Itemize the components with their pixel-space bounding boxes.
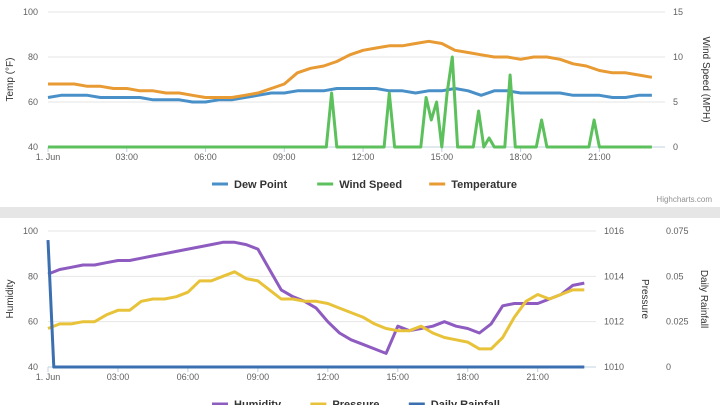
right-axis-title: Wind Speed (MPH) (700, 36, 711, 122)
right-axis-2-title: Daily Rainfall (698, 270, 709, 328)
x-axis-tick-label: 06:00 (194, 152, 217, 162)
x-axis-tick-label: 21:00 (588, 152, 611, 162)
right-axis-tick-label: 1012 (604, 317, 624, 327)
left-axis-title: Humidity (5, 280, 16, 319)
left-axis-tick-label: 40 (28, 142, 38, 152)
series-line-dew-point (47, 87, 652, 104)
x-axis-tick-label: 1. Jun (36, 372, 61, 382)
right-axis-tick-label: 1010 (604, 362, 624, 372)
x-axis-tick-label: 1. Jun (36, 152, 61, 162)
right-axis-2-tick-label: 0.05 (666, 271, 684, 281)
left-axis-title: Temp (°F) (5, 58, 16, 102)
left-axis-tick-label: 60 (28, 317, 38, 327)
x-axis-tick-label: 18:00 (509, 152, 532, 162)
right-axis-tick-label: 1014 (604, 271, 624, 281)
right-axis-tick-label: 15 (673, 7, 683, 17)
right-axis-2-tick-label: 0.025 (666, 317, 689, 327)
x-axis-tick-label: 21:00 (526, 372, 549, 382)
chart-bottom-svg: 40 60 80 100 1010 1012 1014 1016 0 0.025 0.05 0.075… (5, 226, 709, 410)
left-axis-tick-label: 80 (28, 52, 38, 62)
x-axis-tick-label: 15:00 (387, 372, 410, 382)
left-axis-tick-label: 60 (28, 97, 38, 107)
chart-divider (0, 207, 720, 218)
chart-weather-temperature: 40 60 80 100 0 5 10 15 1. Jun 03:00 06:00 09:00 12:0… (5, 7, 713, 204)
right-axis-tick-label: 5 (673, 97, 678, 107)
x-axis-tick-label: 09:00 (247, 372, 270, 382)
right-axis-title: Pressure (639, 279, 650, 319)
left-axis-tick-label: 80 (28, 271, 38, 281)
right-axis-tick-label: 0 (673, 142, 678, 152)
right-axis-tick-label: 10 (673, 52, 683, 62)
x-axis-tick-label: 18:00 (456, 372, 479, 382)
left-axis-tick-label: 40 (28, 362, 38, 372)
x-axis-tick-label: 09:00 (273, 152, 296, 162)
chart-weather-humidity: 40 60 80 100 1010 1012 1014 1016 0 0.025 0.05 0.075… (0, 218, 720, 410)
x-axis-tick-label: 03:00 (116, 152, 139, 162)
series-line-daily-rainfall (46, 240, 585, 369)
x-axis-tick-label: 06:00 (177, 372, 200, 382)
x-axis-tick-label: 12:00 (317, 372, 340, 382)
right-axis-2-tick-label: 0 (666, 362, 671, 372)
legend-label-temperature: Temperature (451, 179, 517, 191)
left-axis-tick-label: 100 (23, 226, 38, 236)
x-axis-tick-label: 03:00 (107, 372, 130, 382)
x-axis-tick-label: 15:00 (431, 152, 454, 162)
series-line-temperature (48, 39, 653, 99)
legend-label-wind-speed: Wind Speed (339, 179, 402, 191)
right-axis-2-tick-label: 0.075 (666, 226, 689, 236)
highcharts-credit: Highcharts.com (656, 195, 712, 204)
series-line-humidity (47, 240, 585, 355)
series-line-wind-speed (48, 55, 652, 149)
x-axis-tick-label: 12:00 (352, 152, 375, 162)
chart-top-svg: 40 60 80 100 0 5 10 15 1. Jun 03:00 06:00 09:00 12:0… (5, 7, 712, 204)
right-axis-tick-label: 1016 (604, 226, 624, 236)
legend-label-daily-rainfall: Daily Rainfall (431, 399, 500, 405)
legend-label-pressure: Pressure (332, 399, 379, 405)
series-line-pressure (47, 270, 585, 351)
legend-label-dew-point: Dew Point (234, 179, 288, 191)
legend-label-humidity: Humidity (234, 399, 282, 405)
left-axis-tick-label: 100 (23, 7, 38, 17)
